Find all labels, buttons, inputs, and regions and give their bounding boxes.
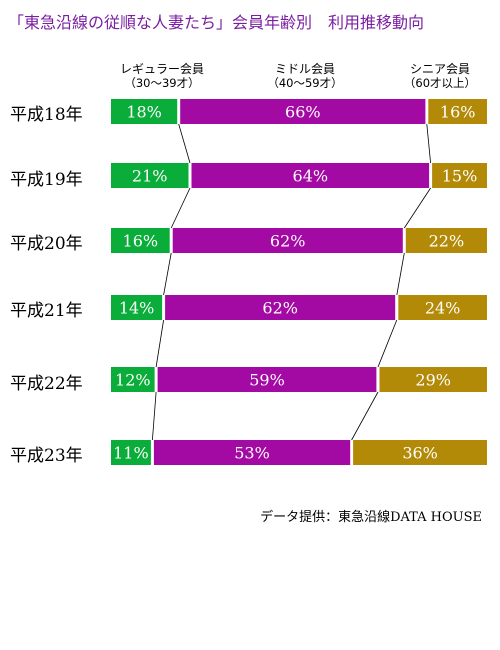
row-label-h18: 平成18年 [10, 105, 83, 125]
header-regular-name: レギュラー会員 [119, 62, 204, 76]
connector-line-regular-middle-h19 [170, 187, 191, 229]
data-label-middle-h18: 66% [285, 103, 321, 122]
connector-line-middle-senior-h20 [396, 252, 405, 296]
data-source-credit: データ提供：東急沿線DATA HOUSE [260, 510, 482, 525]
data-label-regular-h19: 21% [132, 167, 168, 186]
data-label-regular-h23: 11% [113, 444, 149, 463]
data-label-middle-h21: 62% [262, 299, 298, 318]
bar-senior-h20 [405, 228, 487, 253]
bar-senior-h23 [353, 440, 487, 465]
connector-line-regular-middle-h22 [152, 391, 157, 441]
data-label-senior-h18: 16% [440, 103, 476, 122]
bar-middle-h23 [153, 440, 351, 465]
connector-line-middle-senior-h21 [377, 319, 398, 368]
bar-senior-h18 [428, 99, 487, 124]
data-label-regular-h21: 14% [119, 299, 155, 318]
row-label-h23: 平成23年 [10, 446, 83, 466]
bar-regular-h19 [111, 163, 189, 188]
bar-middle-h21 [165, 295, 396, 320]
bar-middle-h18 [180, 99, 426, 124]
header-senior: シニア会員 （60才以上） [392, 62, 488, 90]
row-label-h19: 平成19年 [10, 170, 83, 190]
bar-regular-h21 [111, 295, 163, 320]
connector-line-regular-middle-h21 [155, 319, 164, 368]
data-label-middle-h20: 62% [270, 232, 306, 251]
bar-senior-h19 [432, 163, 487, 188]
connector-line-middle-senior-h18 [426, 123, 431, 164]
data-label-senior-h20: 22% [429, 232, 465, 251]
header-regular-range: （30～39才） [124, 76, 200, 90]
bar-middle-h20 [172, 228, 403, 253]
bar-middle-h19 [191, 163, 430, 188]
data-label-senior-h21: 24% [425, 299, 461, 318]
bar-senior-h22 [379, 367, 487, 392]
bar-regular-h23 [111, 440, 151, 465]
data-label-regular-h18: 18% [126, 103, 162, 122]
header-senior-name: シニア会員 [409, 62, 470, 76]
page-title: 「東急沿線の従順な人妻たち」会員年齢別 利用推移動向 [8, 13, 425, 32]
header-middle-name: ミドル会員 [274, 62, 335, 76]
header-middle-range: （40～59才） [267, 76, 343, 90]
bar-regular-h18 [111, 99, 178, 124]
data-label-middle-h19: 64% [293, 167, 329, 186]
header-senior-range: （60才以上） [403, 76, 477, 90]
connector-line-middle-senior-h22 [351, 391, 379, 441]
data-label-senior-h19: 15% [442, 167, 478, 186]
data-label-middle-h23: 53% [234, 444, 270, 463]
row-label-h21: 平成21年 [10, 301, 83, 321]
connector-line-middle-senior-h19 [403, 187, 431, 229]
header-middle: ミドル会員 （40～59才） [240, 62, 370, 90]
data-label-regular-h22: 12% [115, 371, 151, 390]
data-label-senior-h23: 36% [402, 444, 438, 463]
connector-line-regular-middle-h18 [178, 123, 191, 164]
bar-senior-h21 [398, 295, 487, 320]
bar-regular-h20 [111, 228, 170, 253]
data-label-middle-h22: 59% [249, 371, 285, 390]
row-label-h20: 平成20年 [10, 234, 83, 254]
connector-line-regular-middle-h20 [163, 252, 172, 296]
data-label-regular-h20: 16% [123, 232, 159, 251]
header-regular: レギュラー会員 （30～39才） [112, 62, 212, 90]
row-label-h22: 平成22年 [10, 374, 83, 394]
bar-middle-h22 [157, 367, 377, 392]
data-label-senior-h22: 29% [415, 371, 451, 390]
bar-regular-h22 [111, 367, 155, 392]
